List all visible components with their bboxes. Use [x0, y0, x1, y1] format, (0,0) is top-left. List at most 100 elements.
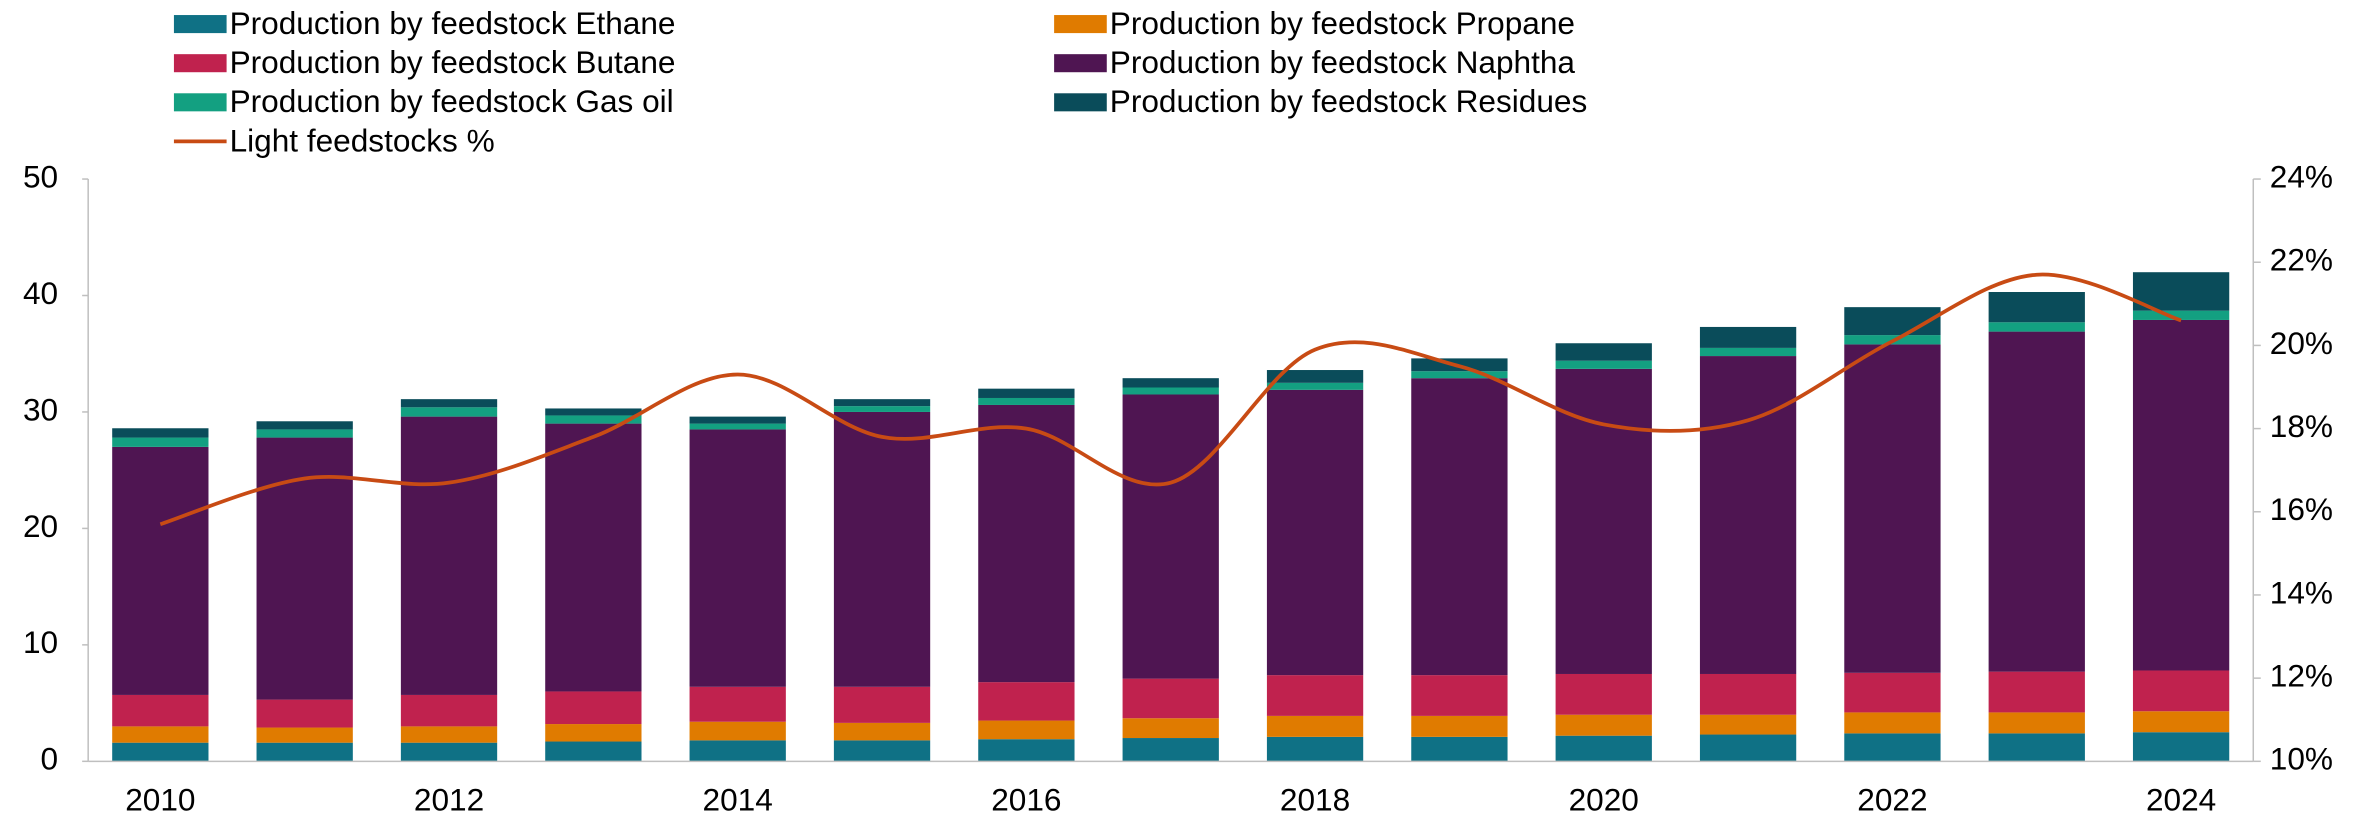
bar-segment — [1266, 736, 1364, 762]
y-tick-label: 40 — [23, 275, 58, 311]
bar-segment — [256, 437, 353, 700]
y2-tick-label: 18% — [2270, 408, 2333, 444]
x-tick-label: 2020 — [1569, 781, 1639, 817]
bar-segment — [400, 416, 498, 695]
bar-segment — [689, 429, 786, 687]
bar-segment — [1555, 735, 1652, 762]
bar-segment — [1988, 712, 2085, 734]
bar-segment — [545, 423, 642, 692]
line — [159, 272, 2182, 527]
bar-segment — [689, 740, 786, 762]
bar-segment — [112, 726, 209, 743]
bar-segment — [833, 406, 931, 412]
legend-swatch — [173, 54, 227, 73]
x-tick-label: 2014 — [703, 781, 773, 817]
bar-segment — [1555, 673, 1652, 715]
x-tick-label: 2022 — [1857, 781, 1927, 817]
bar-segment — [1122, 378, 1219, 388]
bar-segment — [1844, 672, 1941, 713]
x-tick-label: 2018 — [1280, 781, 1350, 817]
y2-tick-label: 22% — [2270, 242, 2333, 278]
bar-segment — [1266, 370, 1364, 383]
bar-segment — [112, 437, 209, 447]
x-tick-label: 2010 — [125, 781, 195, 817]
bar-segment — [256, 742, 353, 762]
x-tick-label: 2012 — [414, 781, 484, 817]
bar-segment — [1988, 733, 2085, 762]
legend-swatch — [1054, 93, 1107, 112]
y-tick-label: 20 — [23, 508, 58, 544]
bar-segment — [833, 399, 931, 407]
bar-segment — [833, 740, 931, 762]
bar-segment — [1122, 738, 1219, 762]
bar-segment — [833, 686, 931, 723]
bar-segment — [689, 686, 786, 722]
bar-segment — [978, 397, 1075, 405]
bar-segment — [978, 739, 1075, 762]
legend-label: Production by feedstock Naphtha — [1110, 44, 1576, 80]
bar-segment — [1988, 331, 2085, 672]
bar-segment — [1411, 675, 1508, 716]
y2-tick-label: 14% — [2270, 574, 2333, 610]
bar-segment — [1844, 733, 1941, 762]
y-tick-label: 50 — [23, 158, 58, 194]
bar-segment — [112, 742, 209, 762]
x-tick-label: 2016 — [991, 781, 1061, 817]
bar-segment — [1122, 718, 1219, 739]
bar-segment — [689, 423, 786, 430]
bar-segment — [1266, 715, 1364, 737]
bar-segment — [833, 411, 931, 687]
bar-segment — [1699, 347, 1797, 357]
bar-segment — [1555, 714, 1652, 736]
bar-segment — [1699, 356, 1797, 674]
bar-segment — [545, 415, 642, 424]
bar-segment — [400, 726, 498, 743]
y2-tick-label: 10% — [2270, 741, 2333, 777]
legend-swatch — [173, 93, 227, 112]
bar-segment — [1699, 714, 1797, 735]
y2-tick-label: 16% — [2270, 491, 2333, 527]
bar-segment — [400, 399, 498, 408]
bar-segment — [256, 421, 353, 430]
bar-segment — [112, 428, 209, 438]
bar-segment — [400, 694, 498, 727]
bar-segment — [1266, 382, 1364, 390]
bar-segment — [1555, 360, 1652, 369]
bar-segment — [1988, 671, 2085, 713]
bar-segment — [256, 699, 353, 728]
bar-segment — [1411, 715, 1508, 737]
bar-segment — [1122, 678, 1219, 719]
bar-segment — [1122, 387, 1219, 395]
bar-segment — [1988, 322, 2085, 332]
bar-segment — [1122, 394, 1219, 679]
bar-segment — [2132, 711, 2230, 733]
bar-segment — [1411, 378, 1508, 676]
y-tick-label: 30 — [23, 391, 58, 427]
bar-segment — [1699, 673, 1797, 715]
legend-label: Production by feedstock Ethane — [230, 5, 676, 41]
y2-tick-label: 12% — [2270, 657, 2333, 693]
bar-segment — [978, 388, 1075, 398]
legend-label: Production by feedstock Butane — [230, 44, 676, 80]
bar-segment — [1555, 368, 1652, 674]
bar-segment — [978, 720, 1075, 740]
bar-segment — [1266, 389, 1364, 676]
bar-segment — [833, 722, 931, 741]
bar-segment — [545, 724, 642, 742]
bar-segment — [1699, 734, 1797, 762]
bar-segment — [689, 721, 786, 741]
y2-tick-label: 20% — [2270, 325, 2333, 361]
legend-label: Light feedstocks % — [230, 122, 495, 158]
bar-segment — [1699, 326, 1797, 348]
bar-segment — [2132, 319, 2230, 671]
bar-segment — [1988, 292, 2085, 323]
bar-segment — [1844, 344, 1941, 673]
bar-segment — [256, 429, 353, 438]
x-tick-label: 2024 — [2146, 781, 2216, 817]
bar-segment — [2132, 272, 2230, 311]
y-tick-label: 0 — [41, 741, 59, 777]
bar-segment — [256, 727, 353, 743]
y2-tick-label: 24% — [2270, 158, 2333, 194]
bar-segment — [978, 682, 1075, 721]
bar-segment — [1844, 712, 1941, 734]
